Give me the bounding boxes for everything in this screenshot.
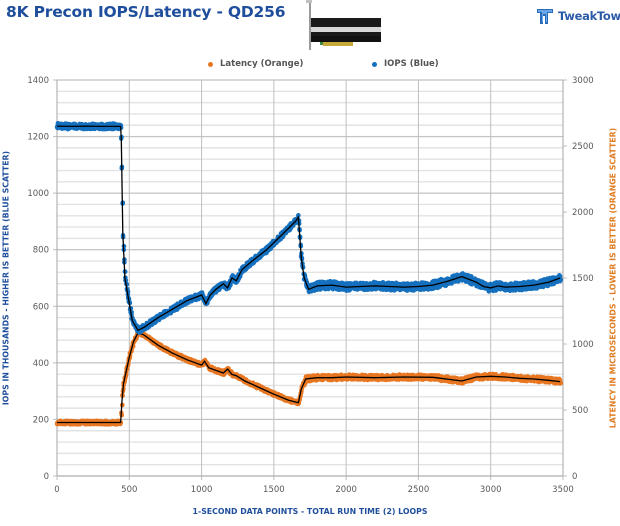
y-tick-label: 1400 xyxy=(27,76,49,86)
y2-tick-label: 3000 xyxy=(572,76,594,86)
legend-item-latency: Latency (Orange) xyxy=(208,59,303,69)
tweaktown-logo-icon xyxy=(537,9,553,24)
y-tick-label: 0 xyxy=(44,472,49,482)
blue-dot-icon xyxy=(372,61,377,67)
right-axis-title: LATENCY IN MICROSECONDS - LOWER IS BETTE… xyxy=(608,127,618,429)
y2-tick-label: 2500 xyxy=(572,142,594,152)
y-tick-label: 1000 xyxy=(27,189,49,199)
y2-tick-label: 2000 xyxy=(572,208,594,218)
tweaktown-logo: TweakTown xyxy=(535,6,620,26)
latency-scatter xyxy=(54,329,563,427)
y2-tick-label: 1500 xyxy=(572,274,594,284)
iops-scatter xyxy=(54,121,563,335)
x-tick-label: 2500 xyxy=(408,485,430,495)
y2-tick-label: 1000 xyxy=(572,340,594,350)
left-axis-title: IOPS IN THOUSANDS - HIGHER IS BETTER (BL… xyxy=(1,150,11,406)
x-tick-label: 0 xyxy=(54,485,59,495)
y-tick-label: 200 xyxy=(33,415,49,425)
orange-dot-icon xyxy=(208,61,213,67)
y-tick-label: 600 xyxy=(33,302,49,312)
y2-tick-label: 0 xyxy=(572,472,577,482)
x-tick-label: 3000 xyxy=(480,485,502,495)
x-tick-label: 3500 xyxy=(552,485,574,495)
chart-legend: Latency (Orange) IOPS (Blue) xyxy=(0,59,620,75)
bottom-axis-title: 1-SECOND DATA POINTS - TOTAL RUN TIME (2… xyxy=(192,507,428,516)
logo-text: TweakTown xyxy=(558,9,620,23)
iops-trendline xyxy=(56,125,561,332)
x-tick-label: 1500 xyxy=(263,485,285,495)
y-tick-label: 1200 xyxy=(27,133,49,143)
x-tick-label: 1000 xyxy=(191,485,213,495)
chart-title: 8K Precon IOPS/Latency - QD256 xyxy=(6,3,286,21)
product-image xyxy=(306,0,381,50)
y-tick-label: 800 xyxy=(33,246,49,256)
legend-label-iops: IOPS (Blue) xyxy=(384,59,439,69)
legend-item-iops: IOPS (Blue) xyxy=(372,59,439,69)
x-tick-label: 2000 xyxy=(335,485,357,495)
legend-label-latency: Latency (Orange) xyxy=(220,59,304,69)
y-tick-label: 400 xyxy=(33,359,49,369)
x-tick-label: 500 xyxy=(121,485,137,495)
y2-tick-label: 500 xyxy=(572,406,588,416)
latency-trendline xyxy=(57,331,561,424)
